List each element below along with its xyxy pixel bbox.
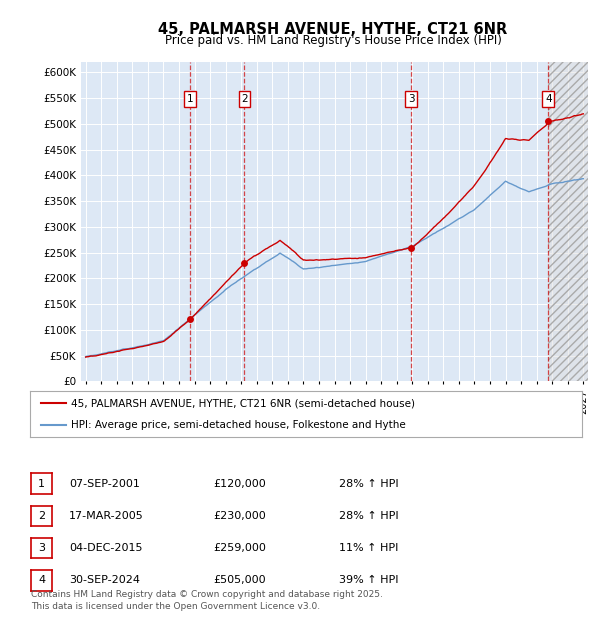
Text: 30-SEP-2024: 30-SEP-2024 — [69, 575, 140, 585]
Text: 1: 1 — [38, 479, 45, 489]
Text: 4: 4 — [545, 94, 551, 104]
Text: 39% ↑ HPI: 39% ↑ HPI — [339, 575, 398, 585]
Text: Contains HM Land Registry data © Crown copyright and database right 2025.
This d: Contains HM Land Registry data © Crown c… — [31, 590, 383, 611]
Bar — [548, 62, 588, 381]
Text: 28% ↑ HPI: 28% ↑ HPI — [339, 511, 398, 521]
Text: 17-MAR-2005: 17-MAR-2005 — [69, 511, 144, 521]
Text: 45, PALMARSH AVENUE, HYTHE, CT21 6NR (semi-detached house): 45, PALMARSH AVENUE, HYTHE, CT21 6NR (se… — [71, 398, 415, 408]
Text: 45, PALMARSH AVENUE, HYTHE, CT21 6NR: 45, PALMARSH AVENUE, HYTHE, CT21 6NR — [158, 22, 508, 37]
Text: HPI: Average price, semi-detached house, Folkestone and Hythe: HPI: Average price, semi-detached house,… — [71, 420, 406, 430]
Text: 11% ↑ HPI: 11% ↑ HPI — [339, 543, 398, 553]
Bar — [548, 62, 588, 381]
Text: 07-SEP-2001: 07-SEP-2001 — [69, 479, 140, 489]
Text: £259,000: £259,000 — [213, 543, 266, 553]
Text: 28% ↑ HPI: 28% ↑ HPI — [339, 479, 398, 489]
Text: £230,000: £230,000 — [213, 511, 266, 521]
Text: £120,000: £120,000 — [213, 479, 266, 489]
Text: 2: 2 — [38, 511, 45, 521]
Text: 4: 4 — [38, 575, 45, 585]
Text: 04-DEC-2015: 04-DEC-2015 — [69, 543, 143, 553]
Text: 3: 3 — [408, 94, 415, 104]
Text: 2: 2 — [241, 94, 248, 104]
Text: 3: 3 — [38, 543, 45, 553]
Text: Price paid vs. HM Land Registry's House Price Index (HPI): Price paid vs. HM Land Registry's House … — [164, 34, 502, 47]
Text: 1: 1 — [187, 94, 193, 104]
Text: £505,000: £505,000 — [213, 575, 266, 585]
